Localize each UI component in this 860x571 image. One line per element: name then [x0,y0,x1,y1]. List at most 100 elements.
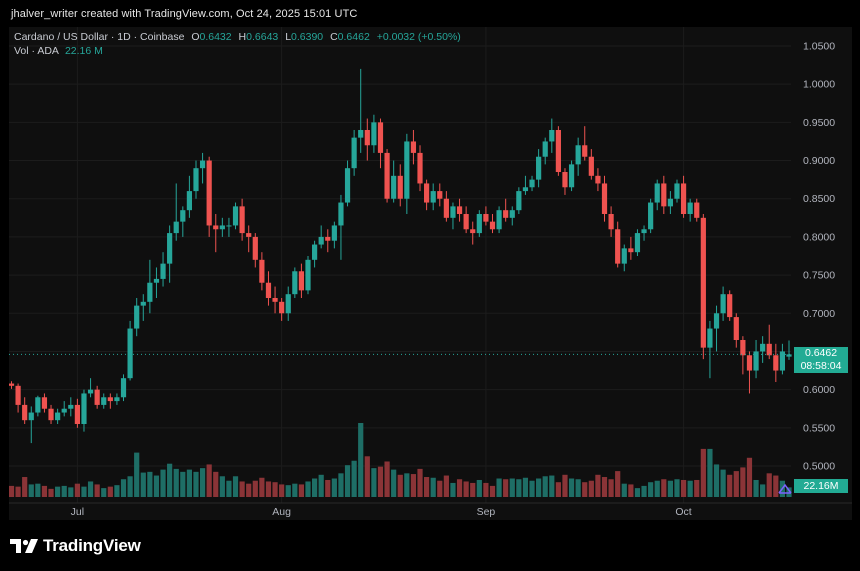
volume-bar [443,475,449,497]
candle-body [318,236,324,245]
last-price-tag: 0.6462 08:58:04 [794,347,848,374]
volume-bar [219,476,225,497]
volume-bar [226,480,232,497]
volume-bar [338,473,344,497]
symbol-title[interactable]: Cardano / US Dollar · 1D · Coinbase [14,31,185,43]
volume-bar [456,479,463,497]
volume-bar [549,475,555,497]
time-tick-label: Sep [477,506,496,518]
candle-body [766,343,772,356]
volume-bar [608,479,614,497]
candle-body [522,187,529,192]
candle-body [199,160,206,169]
candle-body [22,404,28,421]
volume-label[interactable]: Vol · ADA [14,45,59,57]
volume-bar [654,480,660,497]
candle-body [55,412,61,421]
volume-bar [279,484,285,497]
volume-bar [476,479,482,497]
candle-body [127,328,133,379]
change-value: +0.0032 (+0.50%) [376,31,461,43]
volume-bar [542,476,548,497]
volume-bar [568,478,575,497]
chart-panel[interactable]: 1.0500 1.0000 0.9500 0.9000 0.8500 0.8000 0.75… [9,27,852,520]
volume-bar [15,486,21,497]
candle-body [35,397,41,413]
candle-body [186,191,193,211]
volume-bar [180,471,186,497]
last-price-value: 0.6462 [804,347,838,360]
candle-body [239,206,245,234]
volume-bar [55,486,61,497]
low-label: L [285,31,292,43]
volume-value: 22.16 M [64,45,103,57]
price-tick-label: 1.0500 [803,41,835,53]
volume-bar [272,482,278,497]
candle-body [325,236,331,241]
candle-body [61,408,67,413]
volume-bar [48,488,54,497]
brand-name: TradingView [43,536,141,555]
tradingview-logo-icon [10,539,38,553]
candle-body [674,183,680,199]
volume-bar [410,474,417,497]
volume-bar [503,479,509,497]
volume-bar [173,468,179,497]
volume-bar [470,482,476,497]
candle-body [687,202,693,214]
volume-bar [199,468,206,497]
volume-tag: 22.16M [794,479,848,493]
volume-bar [720,469,726,497]
candle-body [9,383,15,386]
open-label: O [191,31,200,43]
tradingview-logo[interactable]: TradingView [10,536,141,556]
high-label: H [238,31,247,43]
volume-bar [391,469,397,497]
volume-bar [575,479,581,497]
volume-bar [81,486,87,497]
candle-body [595,175,601,184]
volume-bar [311,478,318,497]
low-value: 0.6390 [291,31,324,43]
volume-bar [153,475,160,497]
candle-body [28,412,34,421]
bar-countdown: 08:58:04 [800,360,842,373]
candlestick-chart[interactable]: 1.0500 1.0000 0.9500 0.9000 0.8500 0.8000 0.75… [9,27,852,520]
candle-body [713,313,720,329]
price-tick-label: 0.9000 [803,155,835,167]
volume-bar [358,423,364,497]
candle-body [226,225,232,227]
volume-bar [9,485,15,497]
candle-body [733,317,739,340]
candle-body [351,137,357,169]
candle-body [654,183,660,203]
candle-body [173,221,179,234]
candle-body [608,214,614,230]
candle-body [707,328,713,348]
volume-bar [733,471,739,497]
volume-bar [727,474,733,497]
volume-bar [648,482,654,497]
volume-bar [351,460,357,497]
candle-body [147,282,153,302]
volume-bar [740,467,746,497]
candle-body [219,225,225,230]
candle-body [496,210,502,230]
candle-body [68,404,74,409]
candle-body [634,233,641,253]
volume-bar [331,478,337,497]
volume-bar [430,477,436,497]
candle-body [74,404,80,424]
volume-bar [753,479,759,497]
price-tick-label: 0.8500 [803,193,835,205]
time-tick-label: Jul [71,506,84,518]
candle-body [430,191,436,203]
candle-body [483,214,489,222]
candle-body [279,301,285,314]
volume-bar [674,479,680,497]
candle-body [450,206,456,218]
volume-bar [134,452,140,497]
candle-body [397,175,403,199]
volume-bar [773,475,779,497]
candle-body [153,278,160,283]
